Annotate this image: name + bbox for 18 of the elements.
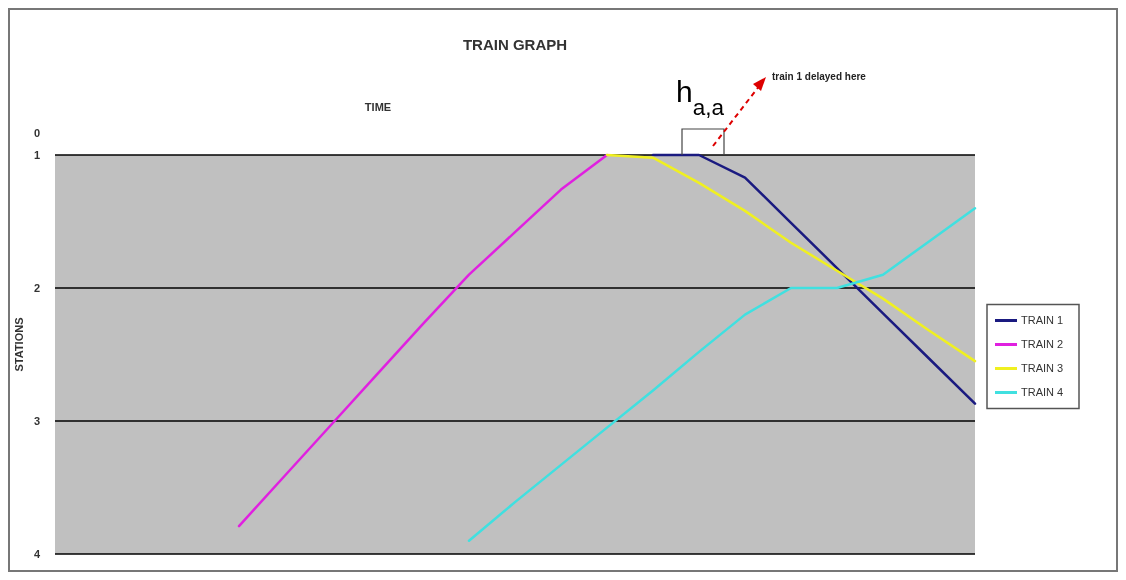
chart-title: TRAIN GRAPH xyxy=(462,36,568,53)
text: train 1 delayed here xyxy=(772,71,867,82)
x-axis-title: TIME xyxy=(364,101,392,113)
y-axis-title: STATIONS xyxy=(13,317,25,372)
legend-label: TRAIN 3 xyxy=(1021,362,1064,375)
legend-label: TRAIN 4 xyxy=(1021,386,1064,399)
y-tick-label: 1 xyxy=(33,148,41,161)
text: 0 xyxy=(33,126,41,139)
line-series xyxy=(237,153,609,528)
line-series xyxy=(651,153,977,405)
legend-label: TRAIN 1 xyxy=(1021,314,1064,327)
legend-label: TRAIN 2 xyxy=(1021,338,1064,351)
line-series xyxy=(467,206,977,542)
line-series xyxy=(605,153,977,363)
text: h$_{a,a}$ xyxy=(676,75,725,120)
y-tick-label: 2 xyxy=(33,281,41,294)
y-tick-label: 3 xyxy=(33,414,41,427)
y-tick-label: 4 xyxy=(33,547,41,560)
